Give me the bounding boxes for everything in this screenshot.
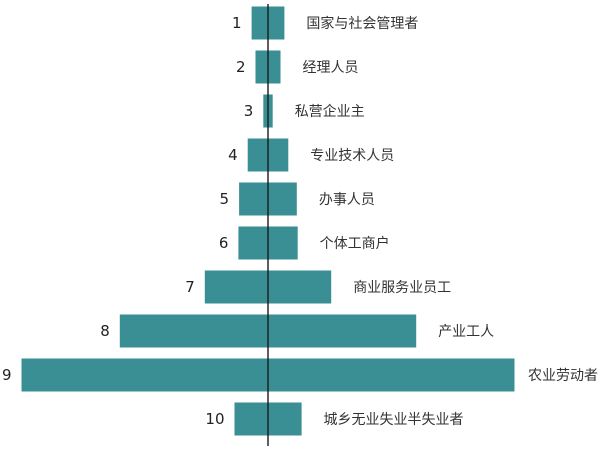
category-label-8: 产业工人 [438, 324, 494, 340]
rank-label-9: 9 [2, 366, 12, 384]
category-label-2: 经理人员 [303, 60, 359, 76]
category-label-5: 办事人员 [319, 192, 375, 208]
rank-label-6: 6 [219, 234, 229, 252]
category-label-3: 私营企业主 [295, 103, 365, 120]
category-label-1: 国家与社会管理者 [306, 15, 418, 32]
category-label-6: 个体工商户 [320, 235, 390, 252]
rank-label-8: 8 [100, 322, 110, 340]
rank-label-4: 4 [228, 146, 238, 164]
rank-label-7: 7 [185, 278, 195, 296]
category-label-10: 城乡无业失业半失业者 [324, 412, 464, 428]
rank-label-5: 5 [220, 190, 230, 208]
category-label-9: 农业劳动者 [528, 368, 598, 384]
labels-group: 1 国家与社会管理者 2 经理人员 3 私营企业主 4 专业技术人员 5 办事人员 6 个体工商户 7 商… [2, 14, 598, 428]
category-label-7: 商业服务业员工 [353, 280, 451, 296]
category-label-4: 专业技术人员 [310, 148, 394, 164]
rank-label-3: 3 [244, 102, 254, 120]
rank-label-10: 10 [205, 410, 224, 428]
rank-label-1: 1 [232, 14, 242, 32]
rank-label-2: 2 [236, 58, 246, 76]
